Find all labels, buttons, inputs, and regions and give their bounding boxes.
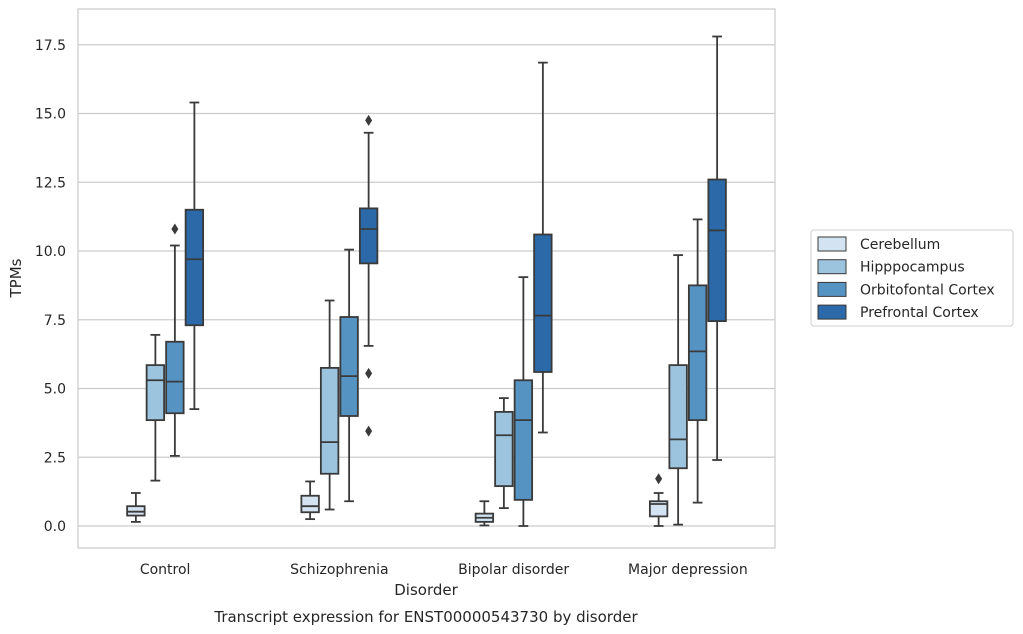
x-tick-label: Bipolar disorder bbox=[458, 562, 569, 578]
y-tick-label: 12.5 bbox=[35, 175, 66, 191]
box-cerebellum-1 bbox=[300, 480, 320, 521]
box-iqr bbox=[648, 500, 669, 518]
chart-caption: Transcript expression for ENST0000054373… bbox=[213, 608, 638, 626]
box-hipppocampus-1 bbox=[319, 299, 340, 511]
legend-label: Prefrontal Cortex bbox=[860, 305, 979, 321]
box-prefrontal-cortex-1 bbox=[358, 114, 379, 437]
boxes bbox=[126, 35, 727, 527]
legend-label: Hipppocampus bbox=[860, 260, 965, 276]
x-axis-label: Disorder bbox=[394, 581, 458, 599]
box-prefrontal-cortex-0 bbox=[184, 101, 205, 411]
box-iqr bbox=[184, 208, 205, 327]
box-iqr bbox=[319, 366, 340, 475]
x-tick-labels: Control Schizophrenia Bipolar disorder Majo… bbox=[140, 562, 748, 578]
box-iqr bbox=[494, 410, 514, 488]
box-prefrontal-cortex-3 bbox=[707, 35, 727, 461]
box-cerebellum-3 bbox=[648, 473, 669, 527]
box-orbitofontal-cortex-0 bbox=[165, 223, 185, 457]
legend-swatch bbox=[817, 304, 847, 320]
y-tick-label: 2.5 bbox=[44, 450, 66, 466]
box-iqr bbox=[300, 494, 320, 514]
box-cerebellum-2 bbox=[474, 500, 495, 527]
x-tick-label: Schizophrenia bbox=[290, 562, 388, 578]
y-tick-label: 15.0 bbox=[35, 107, 66, 123]
box-iqr bbox=[533, 233, 553, 373]
legend-label: Cerebellum bbox=[860, 237, 940, 253]
box-iqr bbox=[165, 340, 185, 415]
outlier-point bbox=[365, 114, 373, 126]
y-tick-label: 17.5 bbox=[35, 38, 66, 54]
box-orbitofontal-cortex-3 bbox=[687, 218, 708, 504]
box-cerebellum-0 bbox=[126, 492, 146, 523]
x-tick-label: Major depression bbox=[628, 562, 748, 578]
x-tick-label: Control bbox=[140, 562, 191, 578]
box-hipppocampus-3 bbox=[668, 254, 688, 526]
box-orbitofontal-cortex-2 bbox=[513, 276, 534, 527]
y-tick-label: 7.5 bbox=[44, 313, 66, 329]
box-hipppocampus-2 bbox=[494, 397, 514, 510]
box-hipppocampus-0 bbox=[145, 333, 166, 482]
box-iqr bbox=[145, 364, 166, 422]
y-tick-labels: 0.0 2.5 5.0 7.5 10.0 12.5 15.0 17.5 bbox=[35, 38, 66, 535]
outlier-point bbox=[365, 425, 373, 437]
y-tick-label: 10.0 bbox=[35, 244, 66, 260]
y-axis-label: TPMs bbox=[7, 258, 25, 298]
legend-swatch bbox=[817, 281, 847, 297]
legend: Cerebellum Hipppocampus Orbitofontal Corte… bbox=[810, 229, 1014, 327]
y-tick-label: 0.0 bbox=[44, 519, 66, 535]
legend-label: Orbitofontal Cortex bbox=[860, 282, 995, 298]
outlier-point bbox=[171, 223, 179, 235]
legend-swatch bbox=[817, 259, 847, 275]
box-iqr bbox=[687, 284, 708, 422]
box-iqr bbox=[513, 379, 534, 501]
box-iqr bbox=[707, 178, 727, 323]
box-prefrontal-cortex-2 bbox=[533, 61, 553, 434]
box-orbitofontal-cortex-1 bbox=[339, 248, 359, 503]
outlier-point bbox=[655, 473, 663, 485]
box-iqr bbox=[339, 316, 359, 417]
box-iqr bbox=[358, 207, 379, 265]
y-tick-label: 5.0 bbox=[44, 382, 66, 398]
legend-frame bbox=[810, 229, 1014, 327]
outlier-point bbox=[365, 367, 373, 379]
legend-swatch bbox=[817, 236, 847, 252]
box-iqr bbox=[668, 364, 688, 470]
